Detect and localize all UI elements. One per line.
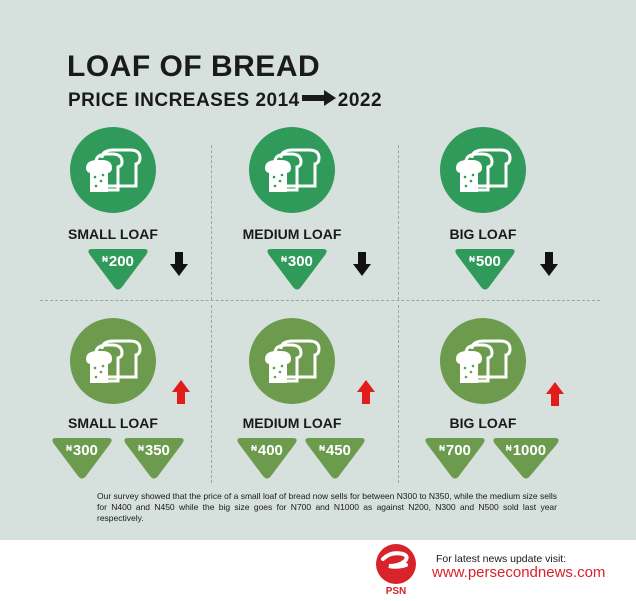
loaf-size-label: SMALL LOAF (68, 226, 158, 242)
survey-caption: Our survey showed that the price of a sm… (97, 491, 557, 523)
price-badge: ₦200 (86, 247, 150, 291)
up-arrow-icon (172, 380, 190, 409)
subtitle-years-from: PRICE INCREASES 2014 (68, 90, 300, 111)
divider (398, 145, 399, 300)
price-badge: ₦350 (122, 436, 186, 480)
right-arrow-icon (301, 90, 336, 112)
price-value: 350 (144, 442, 170, 459)
down-arrow-icon (170, 252, 188, 281)
price-badge: ₦300 (50, 436, 114, 480)
page-title: LOAF OF BREAD (67, 50, 321, 83)
currency-symbol: ₦ (439, 444, 445, 453)
subtitle-years-to: 2022 (337, 90, 383, 111)
price-value: 300 (72, 442, 98, 459)
psn-logo: PSN (373, 542, 419, 601)
loaf-size-label: BIG LOAF (449, 226, 517, 242)
loaf-size-label: MEDIUM LOAF (242, 415, 342, 431)
visit-text: For latest news update visit: (436, 553, 567, 565)
currency-symbol: ₦ (102, 255, 108, 264)
currency-symbol: ₦ (319, 444, 325, 453)
price-value: 200 (108, 253, 134, 270)
website-link[interactable]: www.persecondnews.com (432, 564, 606, 581)
down-arrow-icon (353, 252, 371, 281)
footer: PSN For latest news update visit: www.pe… (0, 540, 636, 600)
bread-loaf-icon (70, 318, 156, 404)
price-value: 500 (475, 253, 501, 270)
price-value: 450 (325, 442, 351, 459)
price-value: 700 (445, 442, 471, 459)
bread-loaf-icon (70, 127, 156, 213)
price-badge: ₦500 (453, 247, 517, 291)
price-value: 300 (287, 253, 313, 270)
price-value: 400 (257, 442, 283, 459)
currency-symbol: ₦ (138, 444, 144, 453)
divider (398, 305, 399, 483)
bread-loaf-icon (440, 127, 526, 213)
currency-symbol: ₦ (251, 444, 257, 453)
price-badge: ₦450 (303, 436, 367, 480)
logo-text: PSN (386, 586, 407, 596)
currency-symbol: ₦ (469, 255, 475, 264)
price-badge: ₦400 (235, 436, 299, 480)
currency-symbol: ₦ (66, 444, 72, 453)
up-arrow-icon (546, 382, 564, 411)
price-badge: ₦300 (265, 247, 329, 291)
divider (211, 145, 212, 300)
bread-loaf-icon (249, 127, 335, 213)
down-arrow-icon (540, 252, 558, 281)
currency-symbol: ₦ (505, 444, 512, 453)
price-value: 1000 (512, 442, 547, 459)
loaf-size-label: BIG LOAF (449, 415, 517, 431)
page-subtitle: PRICE INCREASES 2014 2022 (68, 90, 382, 112)
currency-symbol: ₦ (281, 255, 287, 264)
divider (40, 300, 600, 301)
price-badge: ₦1000 (491, 436, 561, 480)
infographic: LOAF OF BREAD PRICE INCREASES 2014 2022 … (0, 0, 636, 540)
loaf-size-label: MEDIUM LOAF (242, 226, 342, 242)
up-arrow-icon (357, 380, 375, 409)
price-badge: ₦700 (423, 436, 487, 480)
divider (211, 305, 212, 483)
bread-loaf-icon (249, 318, 335, 404)
loaf-size-label: SMALL LOAF (68, 415, 158, 431)
bread-loaf-icon (440, 318, 526, 404)
